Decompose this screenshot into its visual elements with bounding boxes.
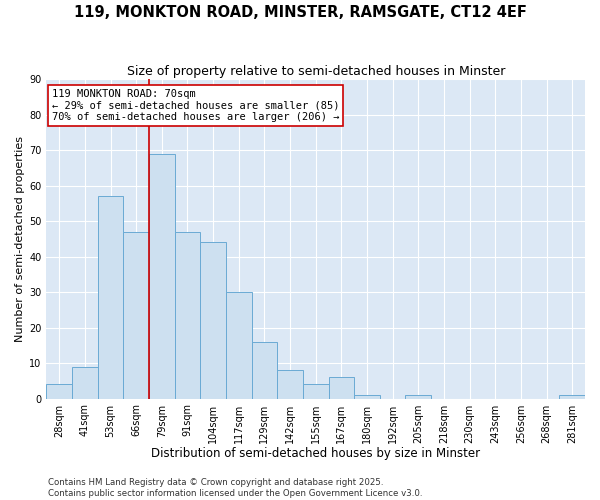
Bar [406,395,431,398]
Bar [149,154,175,398]
Bar [354,395,380,398]
Y-axis label: Number of semi-detached properties: Number of semi-detached properties [15,136,25,342]
Bar [124,232,149,398]
Text: 119, MONKTON ROAD, MINSTER, RAMSGATE, CT12 4EF: 119, MONKTON ROAD, MINSTER, RAMSGATE, CT… [74,5,526,20]
Bar [303,384,329,398]
Text: Contains HM Land Registry data © Crown copyright and database right 2025.
Contai: Contains HM Land Registry data © Crown c… [48,478,422,498]
Bar [175,232,200,398]
Bar [72,366,98,398]
Bar [46,384,72,398]
Bar [251,342,277,398]
Bar [277,370,303,398]
Bar [226,292,251,399]
Bar [559,395,585,398]
X-axis label: Distribution of semi-detached houses by size in Minster: Distribution of semi-detached houses by … [151,447,480,460]
Bar [98,196,124,398]
Title: Size of property relative to semi-detached houses in Minster: Size of property relative to semi-detach… [127,65,505,78]
Bar [200,242,226,398]
Bar [329,378,354,398]
Text: 119 MONKTON ROAD: 70sqm
← 29% of semi-detached houses are smaller (85)
70% of se: 119 MONKTON ROAD: 70sqm ← 29% of semi-de… [52,88,339,122]
